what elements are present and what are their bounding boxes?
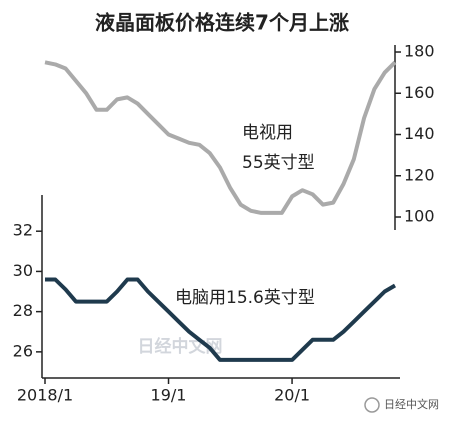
- y2-tick-label: 160: [404, 83, 435, 102]
- x-tick-label: 2018/1: [17, 386, 73, 405]
- x-tick-label: 20/1: [274, 386, 310, 405]
- series-line: [45, 277, 397, 362]
- y-tick-label: 28: [13, 301, 33, 320]
- logo-icon: [364, 397, 380, 413]
- series-label: 电脑用15.6英寸型: [175, 288, 315, 308]
- y2-tick-label: 120: [404, 165, 435, 184]
- y-tick-label: 30: [13, 261, 33, 280]
- x-tick-label: 19/1: [151, 386, 187, 405]
- annotation: 电视用: [242, 123, 293, 143]
- y-tick-label: 32: [13, 221, 33, 240]
- chart-title: 液晶面板价格连续7个月上涨: [95, 11, 349, 35]
- y-tick-label: 26: [13, 341, 33, 360]
- source-logo: 日经中文网: [384, 397, 439, 411]
- series-line: [44, 60, 397, 215]
- y2-tick-label: 100: [404, 207, 435, 226]
- y2-tick-label: 180: [404, 42, 435, 61]
- y2-tick-label: 140: [404, 124, 435, 143]
- annotation: 55英寸型: [242, 153, 315, 173]
